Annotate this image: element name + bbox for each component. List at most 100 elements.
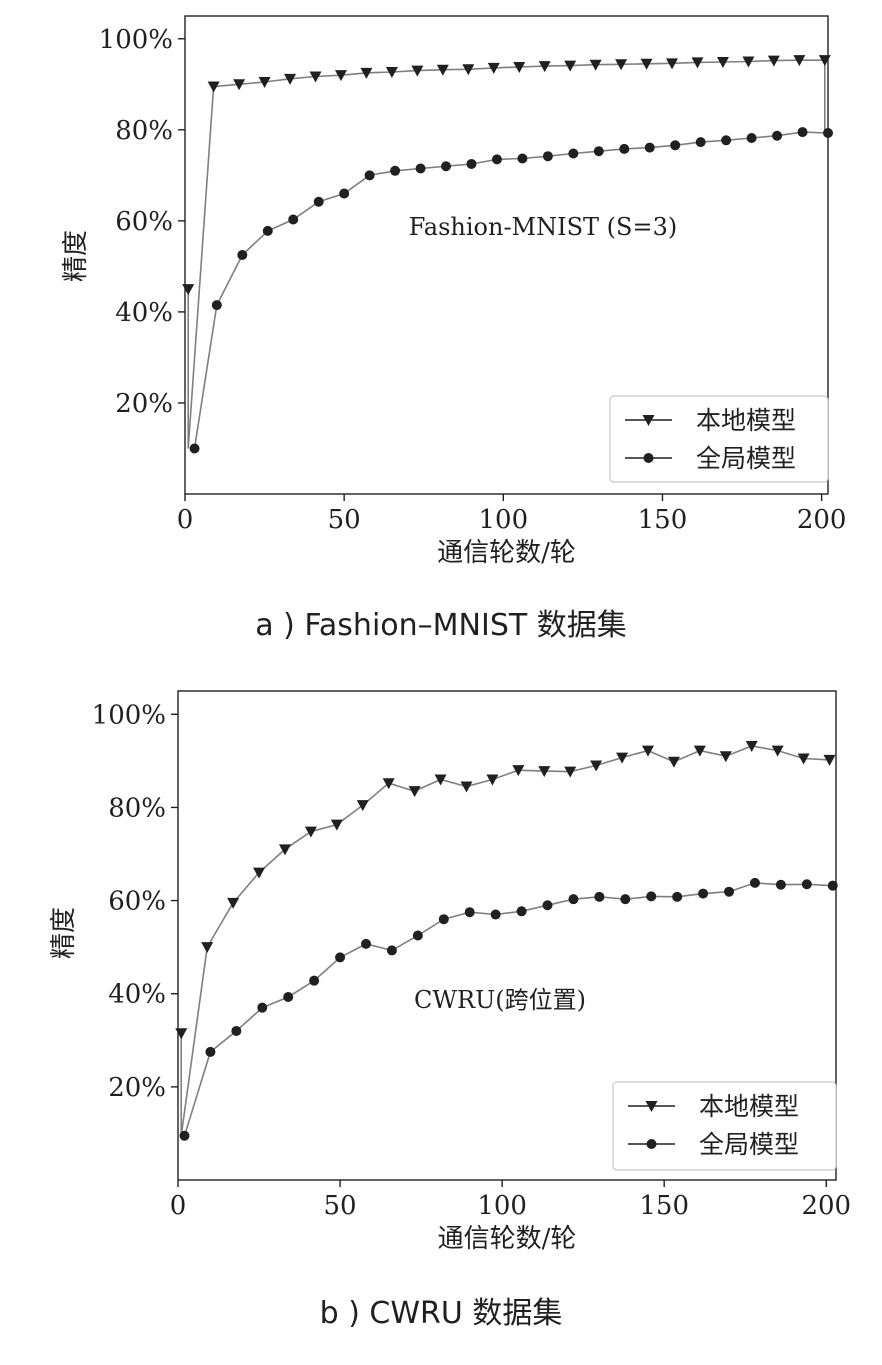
data-point-global [438, 914, 449, 925]
data-point-local [742, 56, 755, 68]
data-point-global [283, 991, 294, 1002]
data-point-global [568, 148, 579, 159]
data-point-local [667, 756, 680, 768]
data-point-global [262, 225, 273, 236]
y-tick-label: 40% [108, 980, 166, 1010]
data-point-local [309, 71, 322, 83]
data-point-local [693, 745, 706, 757]
x-tick-label: 150 [639, 1191, 689, 1221]
series-line-local [180, 745, 830, 1136]
data-point-local [513, 61, 526, 73]
data-point-local [304, 826, 317, 838]
data-point-local [823, 754, 836, 766]
legend-marker-circle [646, 1139, 657, 1149]
data-point-local [691, 57, 704, 69]
data-point-local [719, 751, 732, 763]
data-point-global [205, 1046, 216, 1057]
data-point-global [698, 888, 709, 899]
x-tick-label: 0 [177, 505, 194, 535]
data-point-local [640, 58, 653, 70]
data-point-global [257, 1002, 268, 1013]
data-point-global [749, 877, 760, 888]
y-axis-label: 精度 [61, 230, 91, 282]
data-point-local [334, 70, 347, 82]
y-tick-label: 80% [108, 793, 166, 823]
data-point-local [745, 740, 758, 752]
data-point-global [801, 879, 812, 890]
data-point-global [464, 907, 475, 918]
legend [612, 1081, 837, 1171]
data-point-global [189, 443, 200, 454]
data-point-global [568, 894, 579, 905]
data-point-local [666, 58, 679, 70]
data-point-global [797, 127, 808, 138]
x-tick-label: 150 [638, 505, 688, 535]
x-tick-label: 200 [797, 505, 847, 535]
data-point-global [542, 151, 553, 162]
legend-label: 本地模型 [699, 1092, 799, 1121]
data-point-global [491, 154, 502, 165]
data-point-global [746, 133, 757, 144]
data-point-global [309, 975, 320, 986]
caption-a: a ) Fashion–MNIST 数据集 [255, 608, 627, 643]
data-point-global [646, 891, 657, 902]
data-point-local [356, 800, 369, 812]
data-point-global [542, 900, 553, 911]
data-point-local [589, 59, 602, 71]
data-point-global [466, 158, 477, 169]
data-point-local [385, 66, 398, 78]
data-point-global [313, 196, 324, 207]
data-point-local [227, 897, 240, 909]
data-point-global [231, 1025, 242, 1036]
data-point-global [593, 146, 604, 157]
y-tick-label: 40% [115, 298, 173, 328]
data-point-global [179, 1130, 190, 1141]
data-point-global [670, 140, 681, 151]
y-tick-label: 100% [99, 25, 173, 55]
y-tick-label: 20% [115, 389, 173, 419]
data-point-local [284, 73, 297, 85]
data-point-local [487, 62, 500, 74]
data-point-global [386, 945, 397, 956]
data-point-global [441, 161, 452, 172]
y-tick-label: 100% [92, 700, 166, 730]
x-axis-label: 通信轮数/轮 [437, 538, 576, 568]
series-line-local [187, 59, 826, 449]
data-point-local [460, 781, 473, 793]
data-point-local [538, 61, 551, 73]
data-point-local [486, 774, 499, 786]
data-point-local [642, 745, 654, 757]
data-point-local [258, 77, 271, 89]
caption-b: b ) CWRU 数据集 [319, 1296, 563, 1331]
data-point-local [278, 844, 291, 856]
data-point-global [775, 879, 786, 890]
y-tick-label: 20% [108, 1073, 166, 1103]
legend-label: 全局模型 [696, 444, 796, 473]
data-point-local [233, 79, 246, 91]
y-tick-label: 60% [115, 207, 173, 237]
chart-fashion-mnist: 0 50 100 150 200 20% 40% 60% 80% 100% 通信轮数/轮 精度 Fash… [61, 15, 847, 568]
x-tick-label: 0 [170, 1191, 187, 1221]
data-point-global [695, 137, 706, 148]
plot-frame [184, 15, 829, 495]
data-point-global [644, 142, 655, 153]
data-point-local [253, 867, 266, 879]
x-tick-label: 50 [328, 505, 361, 535]
data-point-global [672, 891, 683, 902]
data-point-global [724, 886, 735, 897]
data-point-local [590, 760, 603, 772]
data-point-local [564, 60, 577, 72]
data-point-local [207, 81, 220, 93]
data-point-global [620, 894, 631, 905]
data-point-local [330, 819, 343, 831]
legend-label: 全局模型 [699, 1130, 799, 1159]
y-axis-label: 精度 [49, 907, 79, 959]
data-point-global [288, 214, 299, 225]
data-point-local [408, 786, 421, 798]
data-point-global [237, 250, 248, 260]
data-point-global [827, 880, 838, 891]
data-point-local [382, 778, 395, 790]
data-point-local [793, 55, 806, 67]
data-point-local [182, 284, 195, 296]
legend [609, 395, 829, 483]
